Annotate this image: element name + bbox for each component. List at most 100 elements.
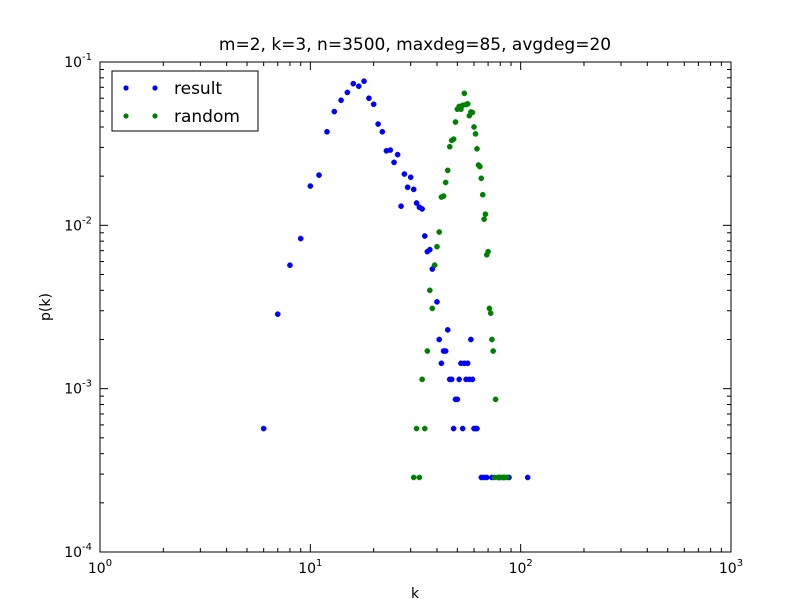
data-point-result bbox=[524, 474, 531, 481]
chart-title: m=2, k=3, n=3500, maxdeg=85, avgdeg=20 bbox=[219, 35, 611, 55]
series-random bbox=[410, 90, 510, 481]
data-point-result bbox=[407, 174, 414, 181]
data-point-random bbox=[424, 348, 431, 354]
data-point-random bbox=[479, 191, 486, 198]
x-tick-label: 103 bbox=[719, 558, 743, 577]
x-tick-label: 102 bbox=[509, 558, 533, 577]
data-point-random bbox=[410, 474, 417, 481]
data-point-result bbox=[401, 171, 408, 177]
data-point-random bbox=[426, 287, 433, 294]
data-point-random bbox=[482, 211, 489, 218]
legend-marker-random bbox=[152, 113, 158, 119]
data-point-result bbox=[434, 299, 440, 305]
y-axis-label: p(k) bbox=[38, 293, 54, 321]
legend-box bbox=[111, 70, 259, 132]
data-point-result bbox=[394, 151, 401, 158]
plot-frame bbox=[99, 61, 732, 553]
data-point-random bbox=[452, 119, 459, 125]
x-tick-exponent: 3 bbox=[737, 558, 743, 569]
data-point-random bbox=[486, 305, 493, 312]
data-point-result bbox=[426, 246, 433, 253]
data-point-result bbox=[379, 128, 386, 135]
data-point-random bbox=[464, 101, 471, 107]
data-point-random bbox=[429, 305, 436, 312]
data-point-result bbox=[316, 172, 322, 178]
data-point-result bbox=[260, 425, 267, 432]
x-axis-label: k bbox=[411, 586, 420, 602]
data-point-result bbox=[398, 203, 404, 210]
data-point-result bbox=[450, 425, 457, 432]
data-point-result bbox=[297, 235, 304, 242]
y-tick-base: 10 bbox=[64, 545, 82, 561]
x-tick-exponent: 1 bbox=[316, 558, 322, 569]
data-point-result bbox=[436, 336, 443, 343]
data-point-result bbox=[366, 95, 372, 102]
data-point-random bbox=[504, 474, 510, 481]
legend-marker-random bbox=[123, 113, 129, 119]
data-point-result bbox=[350, 80, 357, 87]
data-point-random bbox=[416, 474, 423, 481]
y-tick-label: 10-4 bbox=[64, 542, 92, 561]
data-point-random bbox=[474, 145, 480, 152]
data-point-result bbox=[483, 474, 490, 481]
data-point-random bbox=[450, 136, 457, 143]
data-point-random bbox=[442, 179, 449, 186]
data-point-result bbox=[469, 376, 476, 383]
data-point-random bbox=[446, 143, 453, 150]
data-point-result bbox=[438, 360, 445, 367]
data-point-random bbox=[421, 425, 428, 432]
data-point-result bbox=[442, 348, 449, 354]
data-point-result bbox=[287, 262, 293, 269]
data-point-random bbox=[413, 425, 420, 432]
data-point-result bbox=[410, 186, 417, 193]
data-point-result bbox=[419, 206, 425, 212]
data-point-result bbox=[387, 147, 394, 153]
data-point-result bbox=[421, 233, 428, 239]
data-point-random bbox=[440, 193, 447, 199]
data-point-result bbox=[474, 425, 480, 432]
data-point-result bbox=[324, 128, 330, 135]
data-point-result bbox=[413, 200, 420, 206]
data-point-random bbox=[431, 262, 438, 269]
data-point-result bbox=[454, 396, 461, 403]
data-point-result bbox=[361, 78, 367, 85]
legend-marker-result bbox=[152, 85, 158, 91]
data-point-random bbox=[481, 216, 487, 223]
data-point-random bbox=[444, 167, 451, 174]
data-point-result bbox=[375, 121, 381, 127]
y-tick-base: 10 bbox=[64, 55, 82, 71]
data-point-result bbox=[355, 83, 362, 90]
data-point-result bbox=[338, 97, 344, 104]
data-point-random bbox=[489, 336, 495, 343]
data-point-result bbox=[307, 183, 314, 189]
x-tick-label: 101 bbox=[298, 558, 322, 577]
data-point-result bbox=[459, 425, 466, 432]
y-tick-base: 10 bbox=[64, 382, 82, 398]
data-point-random bbox=[487, 310, 494, 316]
data-point-result bbox=[404, 184, 411, 191]
y-tick-exponent: -4 bbox=[82, 542, 92, 553]
plot-background bbox=[100, 62, 731, 552]
data-point-random bbox=[472, 131, 479, 137]
data-point-result bbox=[464, 360, 471, 367]
data-point-random bbox=[469, 109, 476, 116]
y-tick-label: 10-1 bbox=[64, 52, 92, 71]
legend: result random bbox=[111, 70, 259, 132]
x-tick-label: 100 bbox=[88, 558, 112, 577]
data-point-result bbox=[468, 336, 474, 343]
legend-label-result: result bbox=[174, 79, 222, 99]
y-tick-exponent: -1 bbox=[82, 52, 92, 63]
x-tick-base: 10 bbox=[298, 561, 316, 577]
y-tick-base: 10 bbox=[64, 218, 82, 234]
data-point-random bbox=[477, 163, 483, 170]
y-tick-label: 10-2 bbox=[64, 215, 92, 234]
series-result bbox=[260, 78, 531, 481]
data-point-result bbox=[456, 376, 463, 383]
data-point-result bbox=[391, 159, 397, 166]
data-point-random bbox=[492, 396, 499, 403]
data-point-random bbox=[490, 348, 497, 354]
data-point-random bbox=[471, 124, 477, 130]
